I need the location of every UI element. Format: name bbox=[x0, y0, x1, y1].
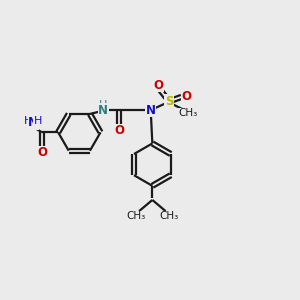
Text: O: O bbox=[114, 124, 124, 137]
Text: S: S bbox=[165, 95, 173, 108]
Text: H: H bbox=[24, 116, 33, 126]
Text: H: H bbox=[34, 116, 42, 126]
Text: CH₃: CH₃ bbox=[178, 108, 197, 118]
Text: N: N bbox=[146, 103, 156, 117]
Text: N: N bbox=[98, 103, 108, 117]
Text: O: O bbox=[182, 89, 192, 103]
Text: H: H bbox=[99, 100, 107, 110]
Text: O: O bbox=[153, 79, 163, 92]
Text: O: O bbox=[37, 146, 47, 159]
Text: CH₃: CH₃ bbox=[160, 212, 179, 221]
Text: CH₃: CH₃ bbox=[126, 212, 145, 221]
Text: N: N bbox=[28, 116, 38, 129]
